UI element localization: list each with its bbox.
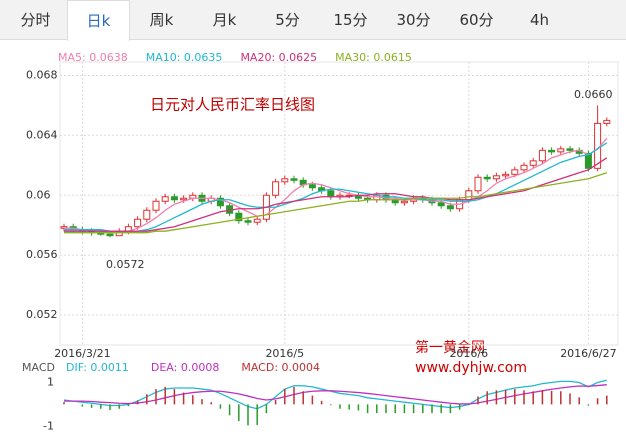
macd-line — [63, 379, 607, 410]
candle-body — [244, 220, 252, 223]
chart-title: 日元对人民币汇率日线图 — [150, 96, 315, 114]
candle-body — [492, 175, 500, 180]
candle-body — [584, 152, 592, 169]
candle-body — [465, 190, 473, 201]
legend-entry: MA20: 0.0625 — [240, 51, 317, 64]
candle-body — [161, 196, 169, 202]
tab[interactable]: 15分 — [333, 11, 368, 29]
watermark: 第一黄金网 — [415, 339, 485, 356]
candle-body — [308, 184, 316, 189]
candle-body — [557, 148, 565, 153]
y-tick-label: 0.056 — [26, 248, 58, 261]
candle-body — [106, 233, 114, 237]
candle-body — [180, 197, 188, 201]
candle-body — [446, 205, 454, 210]
candle-body — [511, 169, 519, 175]
plot-frame — [59, 61, 619, 346]
tab[interactable]: 60分 — [459, 11, 494, 29]
candle-body — [216, 197, 224, 207]
candle-body — [483, 176, 491, 180]
y-tick-label: 0.068 — [26, 68, 58, 81]
tab[interactable]: 日k — [67, 0, 130, 41]
candle-body — [474, 176, 482, 192]
tab[interactable]: 5分 — [275, 11, 300, 29]
candle-body — [290, 178, 298, 181]
candle-body — [529, 160, 537, 166]
candle-body — [143, 209, 151, 220]
candle-body — [520, 164, 528, 171]
candle-body — [327, 190, 335, 198]
legend-entry: DEA: 0.0008 — [151, 361, 219, 374]
candle-body — [134, 218, 142, 228]
candle-body — [437, 202, 445, 207]
candle-body — [281, 178, 289, 183]
legend-entry: MA30: 0.0615 — [335, 51, 412, 64]
candle-body — [235, 212, 243, 222]
tab[interactable]: 周k — [149, 11, 174, 29]
ma-line — [64, 142, 608, 232]
tab[interactable]: 月k — [212, 11, 237, 29]
y-tick-label: 0.052 — [26, 308, 58, 321]
legend-entry: MA10: 0.0635 — [146, 51, 223, 64]
candle-body — [538, 149, 546, 162]
ma-line — [64, 172, 608, 234]
macd-label: MACD — [22, 361, 55, 374]
annotation: 0.0572 — [106, 258, 145, 271]
candle-body — [548, 149, 556, 153]
candle-body — [152, 200, 160, 211]
x-tick-label: 2016/5 — [265, 347, 304, 360]
macd-line — [64, 384, 607, 405]
y-tick-label: 1 — [47, 376, 54, 389]
y-tick-label: 0.064 — [26, 128, 58, 141]
tab[interactable]: 4h — [529, 11, 550, 29]
tab-bar: 分时 日k 周k 月k 5分 15分 30分 60分 4h — [0, 0, 626, 41]
candle-body — [603, 119, 611, 124]
candle-body — [272, 181, 280, 196]
ma-line — [64, 157, 608, 232]
annotation: 0.0660 — [574, 88, 613, 101]
legend-entry: MACD: 0.0004 — [241, 361, 320, 374]
candle-body — [253, 218, 261, 223]
y-tick-label: -1 — [43, 419, 54, 432]
candle-body — [502, 173, 510, 177]
candle-body — [170, 196, 178, 201]
legend-entry: MA5: 0.0638 — [58, 51, 128, 64]
legend-entry: DIF: 0.0011 — [66, 361, 129, 374]
watermark: www.dyhjw.com — [415, 360, 527, 376]
candle-body — [400, 200, 408, 204]
x-tick-label: 2016/3/21 — [54, 347, 110, 360]
x-tick-label: 2016/6/27 — [560, 347, 616, 360]
tab[interactable]: 分时 — [20, 11, 51, 29]
y-tick-label: 0.06 — [26, 188, 51, 201]
candle-body — [566, 148, 574, 151]
tab[interactable]: 30分 — [396, 11, 431, 29]
x-tick-label: 2016/6 — [449, 347, 488, 360]
